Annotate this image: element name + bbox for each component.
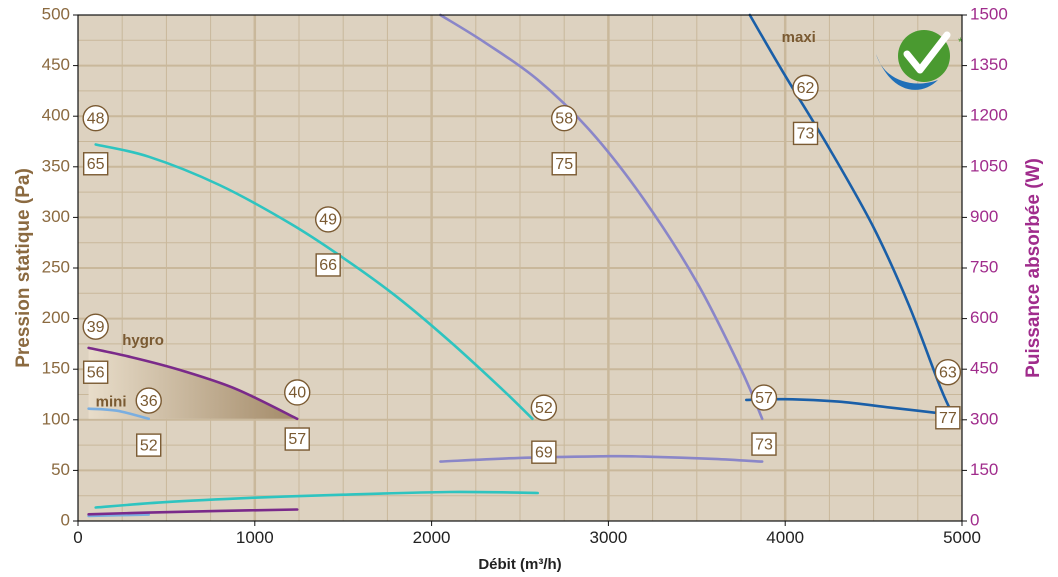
y-left-tick-label: 200 [42,308,70,327]
curve-label-mini: mini [96,394,127,411]
x-tick-label: 5000 [943,528,981,547]
y-right-tick-label: 750 [970,257,998,276]
x-axis-title: Débit (m³/h) [478,556,561,573]
y-left-tick-label: 250 [42,257,70,276]
sound-power-value: 48 [87,110,105,127]
sound-power-value: 52 [535,400,553,417]
y-left-tick-label: 50 [51,460,70,479]
x-tick-label: 0 [73,528,82,547]
sound-level-value: 65 [87,156,105,173]
sound-power-value: 49 [319,212,337,229]
y-right-tick-label: 450 [970,359,998,378]
sound-power-value: 40 [288,385,306,402]
y-right-tick-label: 1200 [970,106,1008,125]
sound-level-value: 69 [535,444,553,461]
sound-level-value: 73 [797,126,815,143]
y-left-tick-label: 100 [42,409,70,428]
y-axis-left-title: Pression statique (Pa) [13,168,34,368]
sound-power-value: 63 [939,364,957,381]
y-left-tick-label: 0 [61,510,70,529]
sound-level-value: 56 [87,364,105,381]
x-tick-label: 3000 [589,528,627,547]
curve-label-maxi: maxi [782,29,816,46]
y-right-tick-label: 900 [970,207,998,226]
curve-label-hygro: hygro [122,332,164,349]
x-tick-label: 2000 [413,528,451,547]
y-right-tick-label: 0 [970,510,979,529]
y-right-tick-label: 300 [970,409,998,428]
y-axis-right-title: Puissance absorbée (W) [1023,158,1044,378]
sound-power-value: 58 [555,110,573,127]
sound-level-value: 75 [555,156,573,173]
sound-level-value: 73 [755,436,773,453]
x-tick-label: 1000 [236,528,274,547]
y-right-tick-label: 1500 [970,4,1008,23]
y-left-tick-label: 300 [42,207,70,226]
sound-power-value: 36 [140,393,158,410]
sound-power-value: 62 [797,80,815,97]
sound-level-value: 77 [939,410,957,427]
sound-level-value: 57 [288,431,306,448]
y-right-tick-label: 1350 [970,55,1008,74]
sound-level-value: 52 [140,437,158,454]
y-left-tick-label: 500 [42,4,70,23]
y-right-tick-label: 1050 [970,156,1008,175]
sound-power-value: 39 [87,319,105,336]
y-left-tick-label: 350 [42,156,70,175]
x-tick-label: 4000 [766,528,804,547]
y-left-tick-label: 150 [42,359,70,378]
y-right-tick-label: 150 [970,460,998,479]
y-right-tick-label: 600 [970,308,998,327]
y-left-tick-label: 400 [42,106,70,125]
y-left-tick-label: 450 [42,55,70,74]
sound-power-value: 57 [755,390,773,407]
sound-level-value: 66 [319,257,337,274]
grid [78,15,962,521]
